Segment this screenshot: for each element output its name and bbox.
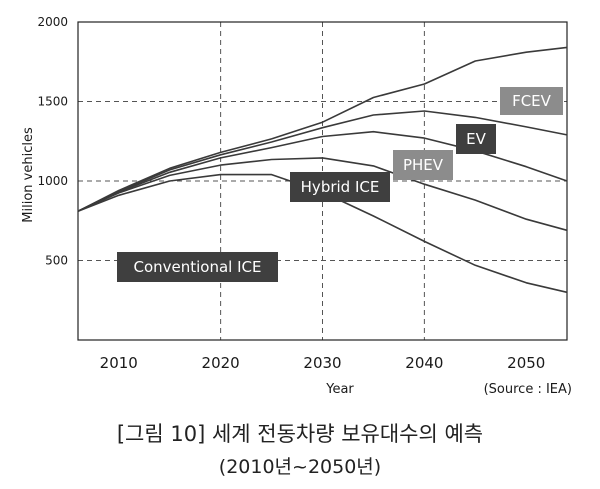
x-tick-label-2020: 2020 bbox=[202, 354, 240, 372]
y-tick-label-1000: 1000 bbox=[37, 174, 68, 188]
label-box-conventional-ice bbox=[117, 252, 278, 282]
label-text-fcev: FCEV bbox=[512, 92, 552, 110]
chart: 500 1000 1500 2000 2010 2020 2030 2040 2050 FCE… bbox=[21, 15, 572, 397]
x-tick-label-2030: 2030 bbox=[303, 354, 341, 372]
label-box-fcev bbox=[500, 87, 563, 115]
label-text-phev: PHEV bbox=[403, 156, 444, 174]
label-text-conventional-ice: Conventional ICE bbox=[133, 258, 261, 276]
figure-caption-title: [그림 10] 세계 전동차량 보유대수의 예측 bbox=[116, 422, 484, 446]
series-line-ev bbox=[77, 110, 568, 212]
y-tick-label-500: 500 bbox=[45, 254, 68, 268]
x-axis-label: Year bbox=[325, 382, 354, 397]
label-text-ev: EV bbox=[466, 130, 486, 148]
x-tick-label-2050: 2050 bbox=[507, 354, 545, 372]
grid bbox=[78, 22, 567, 340]
figure-caption-subtitle: (2010년~2050년) bbox=[218, 456, 382, 478]
y-tick-label-2000: 2000 bbox=[37, 15, 68, 29]
label-box-ev bbox=[456, 124, 496, 154]
y-ticks: 500 1000 1500 2000 bbox=[37, 15, 68, 268]
label-box-phev bbox=[393, 150, 453, 180]
label-text-hybrid-ice: Hybrid ICE bbox=[301, 178, 380, 196]
series-line-hybrid-ice bbox=[77, 157, 568, 232]
series-labels: FCEV EV PHEV Hybrid ICE Conventional ICE bbox=[117, 87, 563, 282]
x-tick-label-2040: 2040 bbox=[405, 354, 443, 372]
label-box-hybrid-ice bbox=[290, 172, 390, 202]
y-tick-label-1500: 1500 bbox=[37, 95, 68, 109]
series-line-phev bbox=[77, 130, 568, 212]
x-tick-label-2010: 2010 bbox=[100, 354, 138, 372]
series-line-fcev bbox=[77, 46, 568, 212]
y-axis-label: Milion vehicles bbox=[21, 127, 36, 223]
source-note: (Source : IEA) bbox=[484, 382, 572, 397]
x-ticks: 2010 2020 2030 2040 2050 bbox=[100, 354, 546, 372]
